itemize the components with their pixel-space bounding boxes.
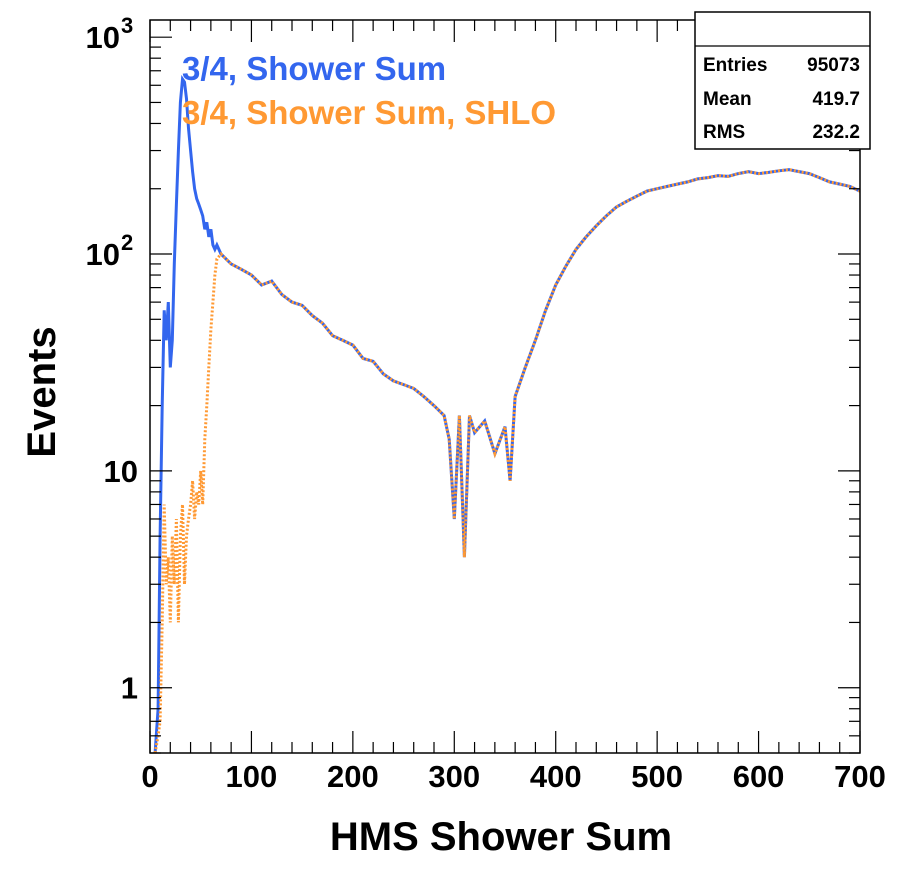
stats-mean-value: 419.7 <box>812 89 860 110</box>
x-tick-label: 400 <box>530 759 582 794</box>
series-line-shower-sum-shlo <box>153 168 861 754</box>
y-tick-label: 10 <box>86 20 120 55</box>
plot-frame <box>149 19 861 754</box>
x-axis-title: HMS Shower Sum <box>330 815 672 859</box>
series-layer <box>153 74 861 754</box>
legend-entry-shower-sum: 3/4, Shower Sum <box>182 50 446 87</box>
y-tick-exponent: 2 <box>121 230 133 255</box>
series-line-shower-sum <box>153 74 861 754</box>
x-tick-label: 500 <box>631 759 683 794</box>
y-tick-label: 1 <box>121 671 138 706</box>
x-tick-label: 600 <box>733 759 785 794</box>
legend: 3/4, Shower Sum 3/4, Shower Sum, SHLO <box>182 50 556 131</box>
x-tick-label: 100 <box>226 759 278 794</box>
x-tick-label: 700 <box>834 759 886 794</box>
stats-box: Entries 95073 Mean 419.7 RMS 232.2 <box>694 11 871 150</box>
y-tick-label: 10 <box>104 454 138 489</box>
stats-entries-label: Entries <box>703 55 767 76</box>
y-axis-title: Events <box>20 326 64 457</box>
stats-box-frame <box>694 11 871 150</box>
stats-rms-label: RMS <box>703 122 745 143</box>
y-tick-exponent: 3 <box>121 13 133 38</box>
y-tick-label: 10 <box>86 237 120 272</box>
stats-mean-label: Mean <box>703 89 752 110</box>
legend-entry-shower-sum-shlo: 3/4, Shower Sum, SHLO <box>182 94 556 131</box>
x-tick-label: 300 <box>428 759 480 794</box>
x-tick-label: 200 <box>327 759 379 794</box>
stats-entries-value: 95073 <box>807 55 860 76</box>
stats-rms-value: 232.2 <box>812 122 860 143</box>
x-tick-label: 0 <box>141 759 158 794</box>
